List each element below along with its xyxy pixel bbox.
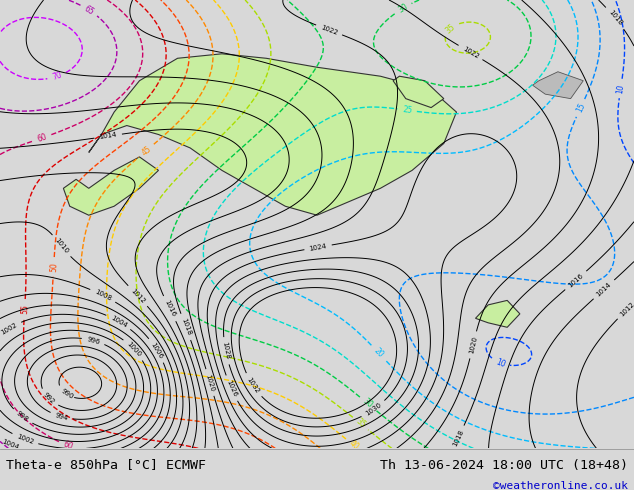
Text: 60: 60 [61, 440, 74, 452]
Text: 10: 10 [616, 83, 626, 94]
Text: 1020: 1020 [468, 336, 478, 354]
Text: 1030: 1030 [365, 402, 383, 417]
Text: 1018: 1018 [607, 9, 623, 27]
Text: 60: 60 [36, 132, 48, 144]
Text: 1010: 1010 [53, 237, 69, 255]
Text: 1012: 1012 [619, 300, 634, 318]
Text: 1016: 1016 [567, 272, 585, 289]
Polygon shape [476, 300, 520, 327]
Text: 1012: 1012 [129, 287, 146, 304]
Text: 996: 996 [86, 336, 101, 345]
Text: 1020: 1020 [205, 373, 216, 392]
Text: 1032: 1032 [245, 376, 261, 394]
Text: 990: 990 [60, 388, 74, 400]
Text: 1014: 1014 [99, 132, 117, 141]
Text: 1004: 1004 [110, 315, 128, 329]
Text: 1016: 1016 [163, 299, 176, 318]
Text: 30: 30 [361, 397, 374, 410]
Text: 1022: 1022 [320, 24, 339, 36]
Polygon shape [393, 76, 444, 108]
Text: 70: 70 [51, 71, 63, 82]
Point [0, 444, 5, 452]
Text: 992: 992 [42, 392, 56, 405]
Text: 1022: 1022 [462, 46, 480, 60]
Text: Th 13-06-2024 18:00 UTC (18+48): Th 13-06-2024 18:00 UTC (18+48) [380, 459, 628, 471]
Text: 1026: 1026 [225, 379, 238, 398]
Text: 15: 15 [574, 102, 586, 114]
Text: Theta-e 850hPa [°C] ECMWF: Theta-e 850hPa [°C] ECMWF [6, 459, 206, 471]
Text: 30: 30 [396, 2, 410, 15]
Text: 1008: 1008 [94, 289, 112, 302]
Text: 1018: 1018 [451, 429, 465, 448]
Text: 35: 35 [354, 417, 367, 430]
Text: 40: 40 [347, 439, 360, 452]
Text: 25: 25 [402, 105, 413, 115]
Text: 1004: 1004 [1, 438, 20, 450]
Text: 35: 35 [444, 22, 457, 35]
Text: 1006: 1006 [150, 341, 164, 360]
Text: 10: 10 [495, 357, 507, 369]
Text: 1028: 1028 [221, 342, 230, 360]
Text: 55: 55 [20, 304, 29, 314]
Text: 65: 65 [82, 4, 96, 17]
Text: 50: 50 [49, 262, 58, 272]
Text: 1018: 1018 [180, 318, 191, 336]
Point [0, 444, 5, 452]
Polygon shape [533, 72, 583, 98]
Text: ©weatheronline.co.uk: ©weatheronline.co.uk [493, 481, 628, 490]
Text: 1002: 1002 [16, 433, 34, 445]
Text: 45: 45 [139, 144, 153, 157]
Text: 20: 20 [372, 346, 385, 359]
Text: 1002: 1002 [0, 321, 18, 336]
Polygon shape [63, 157, 158, 215]
Text: 1024: 1024 [309, 243, 327, 252]
Text: 1014: 1014 [595, 281, 612, 297]
Text: 1000: 1000 [126, 341, 142, 358]
Text: 994: 994 [55, 412, 68, 421]
Polygon shape [89, 54, 456, 215]
Text: 998: 998 [15, 411, 30, 423]
